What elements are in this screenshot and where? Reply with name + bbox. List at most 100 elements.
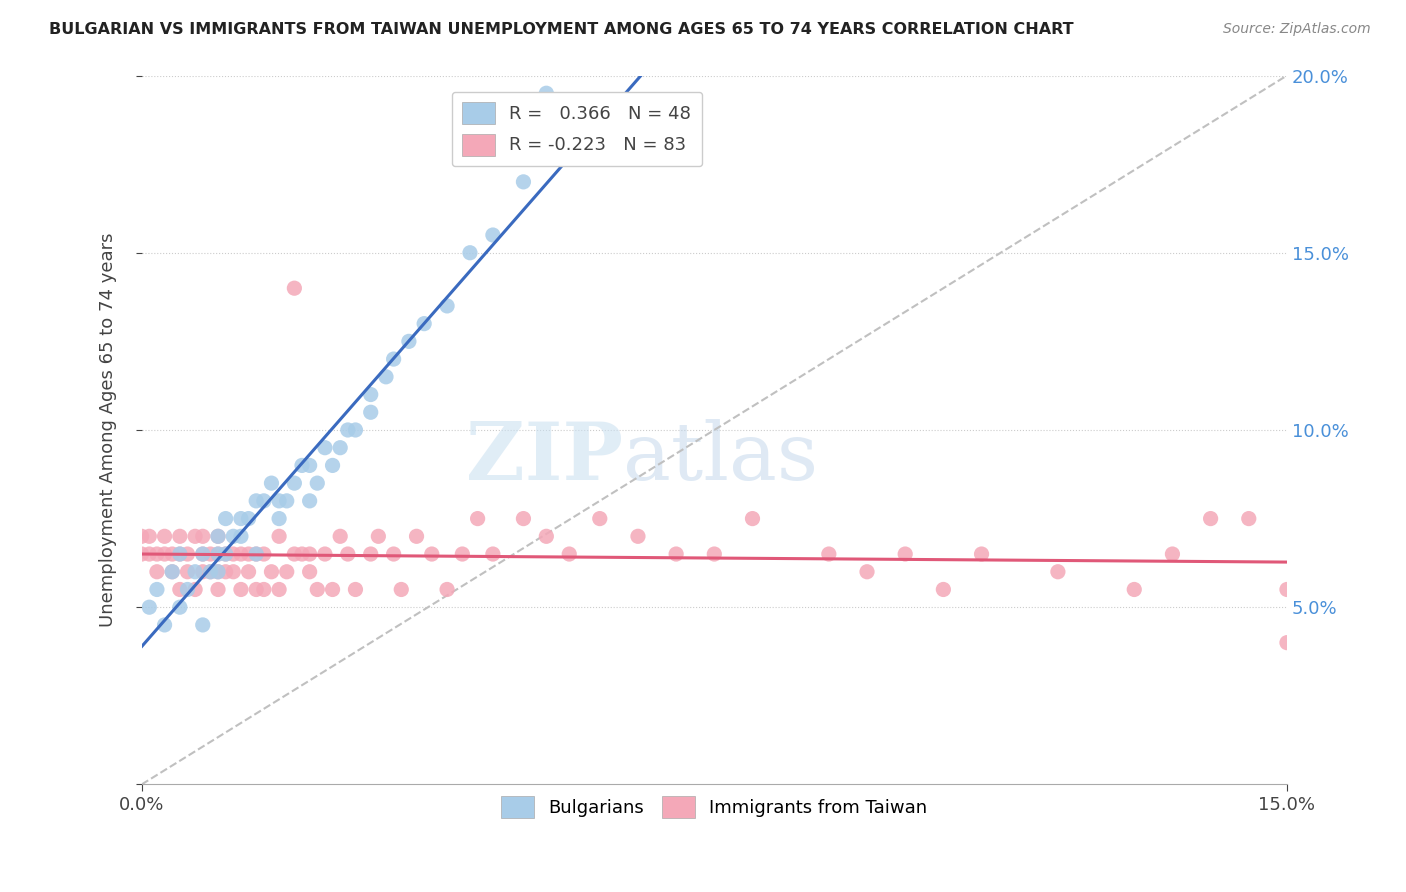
Point xyxy=(1199,511,1222,525)
Point xyxy=(207,529,229,543)
Point xyxy=(153,529,176,543)
Text: BULGARIAN VS IMMIGRANTS FROM TAIWAN UNEMPLOYMENT AMONG AGES 65 TO 74 YEARS CORRE: BULGARIAN VS IMMIGRANTS FROM TAIWAN UNEM… xyxy=(49,22,1074,37)
Point xyxy=(360,387,382,401)
Point xyxy=(200,547,222,561)
Point xyxy=(314,547,336,561)
Point xyxy=(253,494,276,508)
Point xyxy=(360,405,382,419)
Point xyxy=(138,529,160,543)
Point xyxy=(482,547,505,561)
Point xyxy=(238,565,260,579)
Point xyxy=(160,565,183,579)
Point xyxy=(367,529,389,543)
Point xyxy=(229,547,252,561)
Point xyxy=(131,529,153,543)
Text: Source: ZipAtlas.com: Source: ZipAtlas.com xyxy=(1223,22,1371,37)
Point xyxy=(169,582,191,597)
Point xyxy=(184,529,207,543)
Point xyxy=(329,529,352,543)
Point xyxy=(298,458,321,473)
Point xyxy=(176,547,198,561)
Point xyxy=(207,565,229,579)
Point xyxy=(1275,635,1298,649)
Point xyxy=(322,582,344,597)
Point xyxy=(184,565,207,579)
Point xyxy=(291,547,314,561)
Point xyxy=(207,547,229,561)
Point xyxy=(291,458,314,473)
Point xyxy=(260,476,283,491)
Point xyxy=(589,511,612,525)
Point xyxy=(269,494,291,508)
Point xyxy=(253,547,276,561)
Point xyxy=(276,565,298,579)
Point xyxy=(283,476,305,491)
Point xyxy=(627,529,650,543)
Point xyxy=(146,547,169,561)
Point xyxy=(229,582,252,597)
Point xyxy=(222,529,245,543)
Point xyxy=(536,529,558,543)
Point xyxy=(214,565,236,579)
Point xyxy=(329,441,352,455)
Point xyxy=(665,547,688,561)
Point xyxy=(856,565,879,579)
Point xyxy=(307,582,329,597)
Point xyxy=(176,582,198,597)
Point xyxy=(420,547,443,561)
Point xyxy=(207,547,229,561)
Point xyxy=(169,600,191,615)
Point xyxy=(818,547,841,561)
Point xyxy=(970,547,993,561)
Point xyxy=(458,245,481,260)
Point xyxy=(894,547,917,561)
Point xyxy=(191,529,214,543)
Point xyxy=(153,547,176,561)
Point xyxy=(269,511,291,525)
Y-axis label: Unemployment Among Ages 65 to 74 years: Unemployment Among Ages 65 to 74 years xyxy=(100,233,117,627)
Point xyxy=(436,299,458,313)
Point xyxy=(222,565,245,579)
Point xyxy=(276,494,298,508)
Point xyxy=(245,582,267,597)
Point xyxy=(512,511,534,525)
Point xyxy=(482,227,505,242)
Point xyxy=(405,529,427,543)
Point xyxy=(191,547,214,561)
Point xyxy=(245,547,267,561)
Point xyxy=(283,281,305,295)
Point xyxy=(238,511,260,525)
Point xyxy=(1046,565,1069,579)
Point xyxy=(558,547,581,561)
Point xyxy=(191,618,214,632)
Point xyxy=(176,565,198,579)
Point xyxy=(389,582,412,597)
Point xyxy=(207,529,229,543)
Point xyxy=(191,565,214,579)
Point xyxy=(138,600,160,615)
Point xyxy=(269,582,291,597)
Point xyxy=(207,582,229,597)
Point xyxy=(222,547,245,561)
Point xyxy=(344,423,367,437)
Point xyxy=(184,582,207,597)
Point xyxy=(932,582,955,597)
Point xyxy=(200,565,222,579)
Point xyxy=(382,352,405,367)
Point xyxy=(1123,582,1146,597)
Point xyxy=(298,547,321,561)
Point xyxy=(298,494,321,508)
Point xyxy=(214,547,236,561)
Point xyxy=(260,565,283,579)
Point xyxy=(207,565,229,579)
Point xyxy=(1161,547,1184,561)
Point xyxy=(146,582,169,597)
Point xyxy=(375,369,398,384)
Point xyxy=(360,547,382,561)
Point xyxy=(153,618,176,632)
Point xyxy=(322,458,344,473)
Point xyxy=(238,547,260,561)
Point xyxy=(169,529,191,543)
Point xyxy=(467,511,489,525)
Point xyxy=(344,582,367,597)
